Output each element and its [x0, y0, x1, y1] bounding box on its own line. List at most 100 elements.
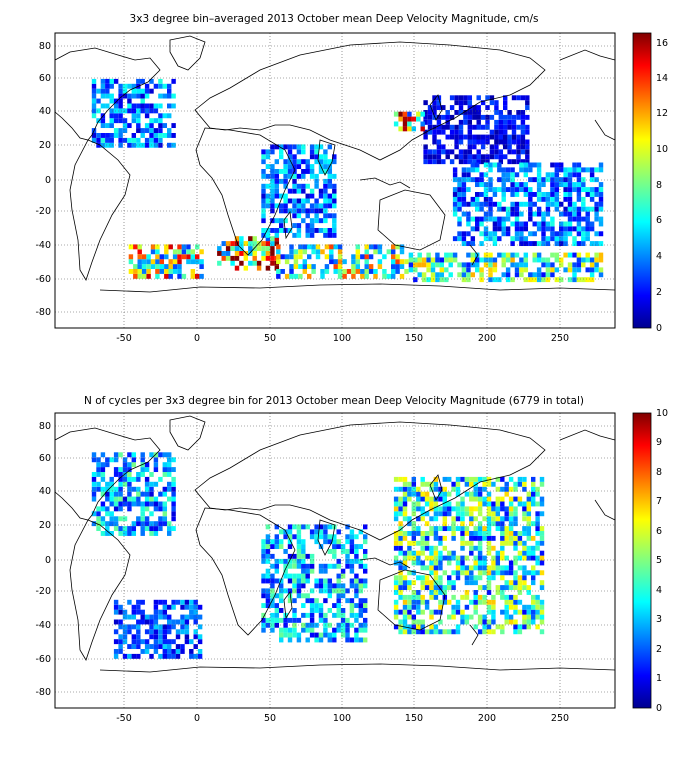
data-bin: [323, 154, 328, 160]
data-bin: [541, 221, 546, 227]
data-bin: [460, 609, 465, 615]
data-bin: [305, 228, 310, 233]
data-bin: [482, 599, 487, 605]
data-bin: [485, 154, 490, 160]
data-bin: [336, 544, 341, 550]
data-bin: [105, 78, 110, 84]
data-bin: [424, 511, 430, 517]
map-panel-2: -50 0 50 100 150 200 250 80 60 40 20 0 -…: [35, 412, 616, 724]
data-bin: [541, 226, 546, 232]
data-bin: [137, 259, 142, 265]
data-bin: [523, 252, 529, 258]
data-bin: [433, 531, 439, 536]
data-bin: [433, 526, 439, 532]
data-bin: [522, 619, 527, 625]
data-bin: [402, 491, 408, 497]
data-bin: [427, 105, 433, 111]
data-bin: [144, 649, 150, 654]
data-bin: [500, 570, 505, 576]
data-bin: [333, 264, 338, 270]
data-bin: [483, 192, 489, 197]
map-title-1: 3x3 degree bin–averaged 2013 October mea…: [130, 13, 539, 25]
data-bin: [136, 123, 141, 129]
data-bin: [225, 255, 231, 261]
data-bin: [455, 575, 461, 581]
data-bin: [265, 593, 271, 599]
data-bin: [528, 216, 533, 222]
data-bin: [248, 246, 253, 252]
data-bin: [407, 121, 412, 127]
data-bin: [118, 506, 123, 512]
data-bin: [452, 196, 458, 202]
data-bin: [122, 496, 128, 502]
data-bin: [519, 187, 524, 193]
data-bin: [345, 617, 350, 623]
data-bin: [171, 123, 176, 129]
data-bin: [411, 481, 417, 487]
data-bin: [461, 182, 467, 188]
data-bin: [118, 128, 123, 134]
data-bin: [460, 545, 465, 551]
data-bin: [296, 183, 302, 189]
data-bin: [340, 593, 346, 599]
data-bin: [270, 173, 275, 179]
data-bin: [118, 491, 123, 497]
colorbar-tick-label: 16: [656, 38, 668, 49]
data-bin: [279, 193, 284, 199]
data-bin: [153, 501, 159, 507]
data-bin: [559, 262, 564, 268]
data-bin: [449, 105, 455, 111]
data-bin: [137, 269, 142, 274]
data-bin: [455, 511, 461, 517]
colorbar-tick-label: 4: [656, 251, 662, 262]
data-bin: [442, 629, 448, 635]
data-bin: [572, 272, 577, 278]
data-bin: [522, 540, 527, 546]
data-bin: [500, 545, 505, 551]
data-bin: [137, 264, 142, 270]
data-bin: [279, 169, 284, 174]
data-bin: [479, 221, 484, 227]
data-bin: [411, 629, 417, 635]
data-bin: [340, 549, 346, 554]
data-bin: [498, 154, 504, 160]
data-bin: [332, 563, 337, 569]
data-bin: [113, 491, 119, 497]
data-bin: [358, 529, 364, 535]
data-bin: [511, 134, 517, 140]
data-bin: [368, 264, 374, 270]
data-bin: [309, 588, 315, 594]
data-bin: [500, 501, 505, 507]
data-bin: [585, 257, 590, 263]
data-bin: [109, 83, 114, 89]
data-bin: [554, 192, 560, 197]
data-bin: [429, 545, 434, 551]
data-bin: [458, 159, 464, 165]
data-bin: [314, 183, 319, 189]
data-bin: [495, 526, 501, 532]
data-bin: [423, 154, 428, 160]
data-bin: [511, 159, 517, 165]
data-bin: [520, 134, 526, 140]
data-bin: [486, 496, 492, 502]
data-bin: [342, 273, 347, 279]
data-bin: [391, 269, 396, 274]
data-bin: [171, 624, 176, 630]
data-bin: [265, 198, 271, 204]
colorbar-tick-label: 8: [656, 180, 662, 191]
data-bin: [181, 273, 187, 279]
data-bin: [398, 511, 403, 517]
data-bin: [429, 531, 434, 536]
data-bin: [469, 614, 474, 620]
data-bin: [243, 255, 249, 261]
data-bin: [332, 632, 337, 638]
data-bin: [270, 208, 275, 214]
data-bin: [96, 486, 101, 492]
data-bin: [309, 617, 315, 623]
x-tick-label: 0: [194, 713, 200, 724]
data-bin: [420, 624, 425, 630]
data-bin: [270, 539, 275, 545]
data-bin: [305, 578, 310, 584]
data-bin: [153, 506, 159, 512]
data-bin: [545, 172, 551, 178]
